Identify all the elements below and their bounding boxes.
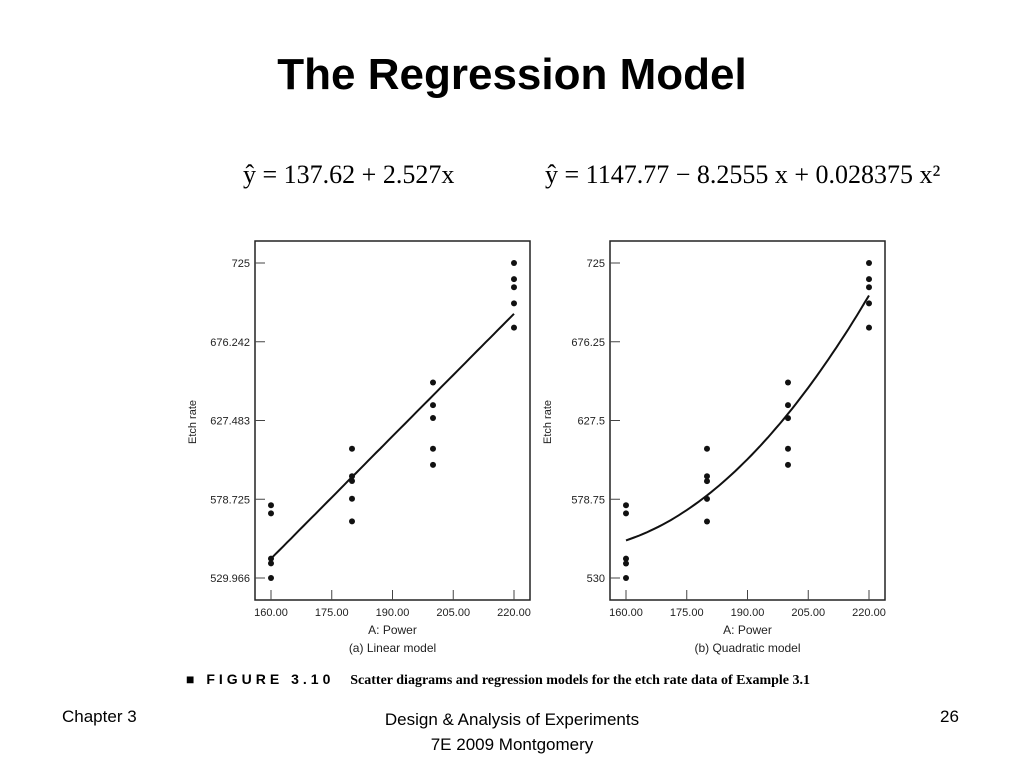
data-point bbox=[511, 284, 517, 291]
data-point bbox=[268, 560, 274, 567]
slide-title: The Regression Model bbox=[277, 50, 747, 99]
y-tick-label: 627.483 bbox=[210, 416, 250, 428]
data-point bbox=[268, 574, 274, 581]
x-tick-label: 160.00 bbox=[609, 607, 643, 619]
quadratic-fit-line bbox=[625, 294, 870, 542]
data-point bbox=[704, 445, 710, 452]
x-tick-label: 190.00 bbox=[376, 607, 410, 619]
plot-frame bbox=[254, 240, 531, 601]
figure-caption-text: Scatter diagrams and regression models f… bbox=[350, 673, 811, 688]
y-tick-label: 578.75 bbox=[571, 494, 605, 506]
y-tick-label: 676.242 bbox=[210, 337, 250, 349]
linear-equation: ŷ = 137.62 + 2.527x bbox=[243, 160, 455, 189]
x-tick-label: 175.00 bbox=[315, 607, 349, 619]
data-point bbox=[511, 260, 517, 266]
data-point bbox=[268, 502, 274, 509]
data-point bbox=[349, 445, 355, 452]
x-tick-label: 190.00 bbox=[731, 607, 765, 619]
data-point bbox=[866, 276, 872, 283]
data-point bbox=[349, 473, 355, 480]
data-point bbox=[866, 260, 872, 266]
x-axis-label: A: Power bbox=[368, 623, 417, 637]
data-point bbox=[785, 415, 791, 422]
y-axis-label: Etch rate bbox=[542, 400, 554, 444]
x-tick-label: 205.00 bbox=[436, 607, 470, 619]
figure-caption: ■ FIGURE 3.10 Scatter diagrams and regre… bbox=[186, 671, 810, 689]
data-point bbox=[785, 461, 791, 468]
footer-book-edition: 7E 2009 Montgomery bbox=[430, 735, 594, 754]
linear-model-chart: 529.966 578.725 627.483 676.242 725 160.00 175… bbox=[187, 240, 531, 655]
data-point bbox=[785, 445, 791, 452]
y-tick-label: 627.5 bbox=[577, 416, 605, 428]
data-point bbox=[623, 510, 629, 517]
data-point bbox=[430, 461, 436, 468]
data-point bbox=[623, 555, 629, 562]
chart-caption: (a) Linear model bbox=[349, 641, 436, 655]
data-point bbox=[866, 300, 872, 307]
y-tick-label: 676.25 bbox=[571, 337, 605, 349]
footer-page-number: 26 bbox=[940, 707, 959, 726]
data-point bbox=[349, 495, 355, 502]
data-point bbox=[623, 575, 629, 581]
x-tick-label: 220.00 bbox=[852, 607, 886, 619]
y-tick-label: 725 bbox=[232, 258, 250, 270]
data-point bbox=[866, 284, 872, 291]
data-point bbox=[704, 495, 710, 502]
data-point bbox=[704, 478, 710, 485]
linear-fit-line bbox=[270, 313, 515, 560]
data-point bbox=[511, 300, 517, 307]
footer-book-title: Design & Analysis of Experiments bbox=[384, 710, 640, 729]
y-axis-label: Etch rate bbox=[187, 400, 199, 444]
chart-caption: (b) Quadratic model bbox=[694, 641, 800, 655]
data-point bbox=[623, 502, 629, 509]
data-point bbox=[349, 478, 355, 485]
data-point bbox=[511, 324, 517, 331]
data-point bbox=[268, 510, 274, 517]
x-axis-label: A: Power bbox=[723, 623, 772, 637]
plot-frame bbox=[609, 240, 886, 601]
y-tick-label: 725 bbox=[587, 258, 605, 270]
data-point bbox=[623, 560, 629, 567]
data-point bbox=[430, 445, 436, 452]
data-point bbox=[704, 473, 710, 480]
y-tick-label: 529.966 bbox=[210, 573, 250, 585]
data-point bbox=[785, 379, 791, 386]
data-point bbox=[430, 379, 436, 386]
data-point bbox=[349, 518, 355, 525]
y-tick-label: 530 bbox=[587, 573, 605, 585]
x-tick-label: 160.00 bbox=[254, 607, 288, 619]
x-tick-label: 205.00 bbox=[791, 607, 825, 619]
quadratic-model-chart: 530 578.75 627.5 676.25 725 160.00 175.00 190.0… bbox=[542, 240, 886, 655]
y-tick-label: 578.725 bbox=[210, 494, 250, 506]
data-point bbox=[704, 518, 710, 525]
x-tick-label: 175.00 bbox=[670, 607, 704, 619]
data-point bbox=[268, 555, 274, 562]
data-point bbox=[785, 402, 791, 409]
figure-number: ■ FIGURE 3.10 bbox=[186, 671, 335, 687]
data-point bbox=[511, 276, 517, 283]
footer-chapter: Chapter 3 bbox=[62, 707, 137, 726]
data-point bbox=[430, 415, 436, 422]
footer-book: Design & Analysis of Experiments 7E 2009… bbox=[312, 707, 712, 757]
data-point bbox=[866, 324, 872, 331]
data-point bbox=[430, 402, 436, 409]
quadratic-equation: ŷ = 1147.77 − 8.2555 x + 0.028375 x² bbox=[545, 160, 941, 189]
x-tick-label: 220.00 bbox=[497, 607, 531, 619]
